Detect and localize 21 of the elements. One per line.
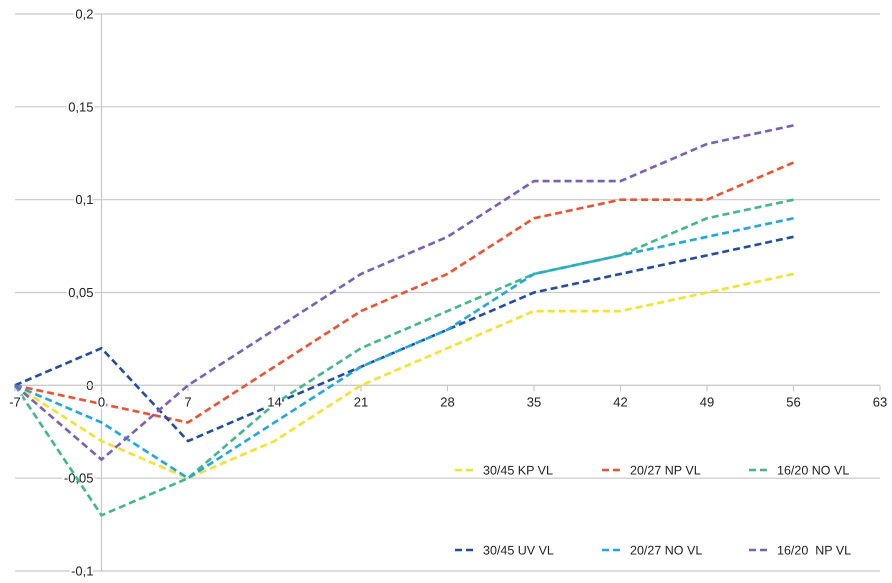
- y-tick-label: 0,15: [68, 99, 94, 114]
- y-tick-label: 0,1: [75, 192, 94, 208]
- x-tick-label: 63: [872, 394, 888, 410]
- y-tick-label: 0,05: [68, 285, 94, 300]
- x-tick-label: 35: [526, 394, 542, 410]
- legend-label: 30/45 UV VL: [483, 543, 554, 558]
- legend-label: 20/27 NO VL: [630, 543, 702, 558]
- legend-label: 16/20 NP VL: [777, 543, 852, 558]
- x-tick-label: 21: [354, 394, 368, 410]
- legend-label: 16/20 NO VL: [777, 463, 850, 478]
- x-tick-label: 42: [613, 394, 628, 410]
- x-tick-label: 49: [700, 394, 714, 410]
- x-tick-label: 28: [440, 394, 455, 410]
- x-tick-label: -7: [9, 394, 21, 410]
- x-tick-label: 56: [786, 394, 801, 410]
- y-tick-label: -0,1: [71, 564, 94, 579]
- legend-label: 30/45 KP VL: [483, 463, 554, 478]
- y-tick-label: 0: [86, 378, 94, 393]
- y-tick-label: 0,2: [75, 6, 94, 22]
- x-tick-label: 7: [184, 394, 192, 410]
- legend-label: 20/27 NP VL: [630, 463, 701, 478]
